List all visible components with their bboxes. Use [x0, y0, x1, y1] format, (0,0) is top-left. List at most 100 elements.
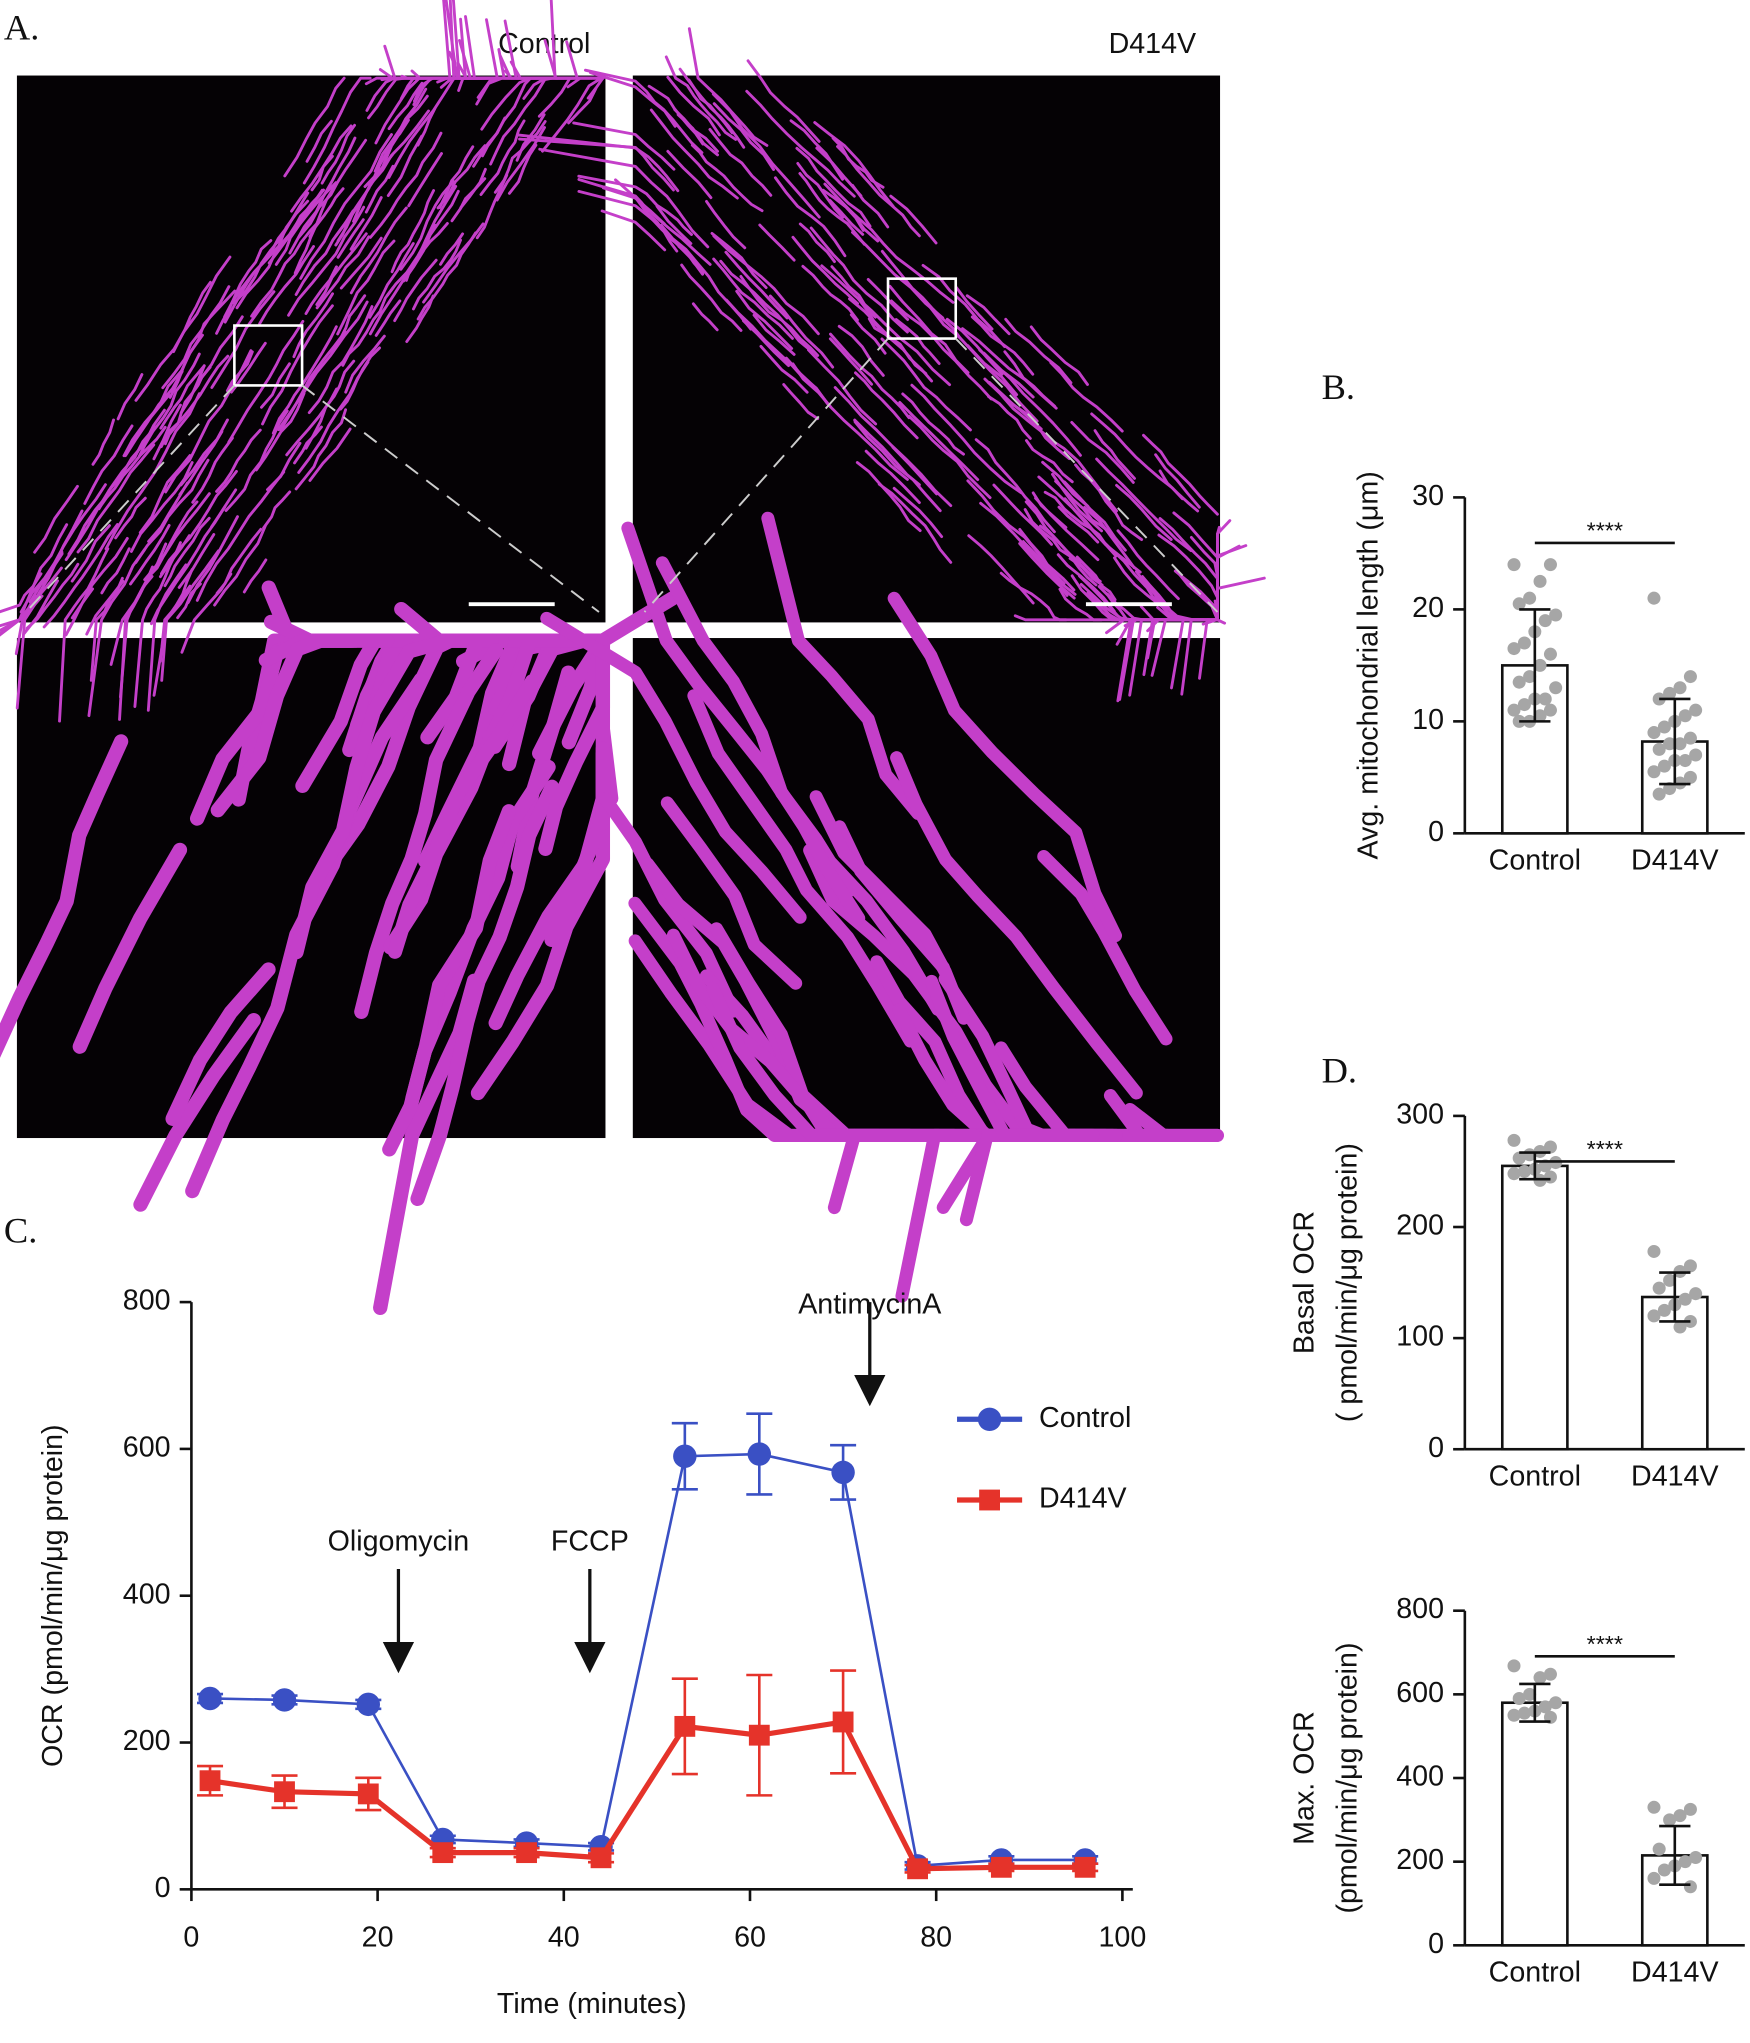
mitochondrion: [369, 131, 443, 239]
mitochondrion: [138, 454, 192, 534]
mitochondrion: [901, 392, 965, 456]
y-axis-title: ( pmol/min/μg protein): [1332, 1143, 1364, 1422]
mitochondrion: [368, 242, 415, 319]
mitochondrion: [1216, 544, 1241, 613]
marker: [907, 1858, 928, 1880]
mitochondrion: [458, 39, 502, 80]
mitochondrion: [297, 360, 370, 474]
mitochondrion: [1180, 618, 1219, 696]
marker: [674, 1715, 696, 1737]
mitochondrion: [349, 196, 383, 251]
mitochondrion: [288, 136, 357, 255]
mitochondrion: [1004, 317, 1073, 385]
mitochondrion: [828, 337, 874, 386]
data-point: [1549, 608, 1563, 622]
mitochondrion: [978, 348, 1082, 457]
mitochondrion: [1024, 439, 1074, 484]
mitochondrion: [880, 249, 962, 340]
mitochondrion: [152, 403, 182, 461]
mitochondrion: [386, 134, 424, 198]
mitochondrion: [97, 408, 166, 511]
arrowhead: [574, 1641, 606, 1674]
mitochondrion: [134, 458, 210, 564]
data-point: [1517, 636, 1531, 650]
y-tick-label: 0: [155, 1872, 171, 1904]
mitochondrion: [848, 297, 893, 341]
mitochondrion: [711, 92, 821, 219]
mitochondrion: [544, 741, 611, 948]
zoom-box: [886, 277, 958, 340]
legend-marker: [979, 1489, 1000, 1511]
mitochondrion: [97, 425, 167, 510]
data-point: [1663, 737, 1677, 751]
data-point: [1512, 1692, 1526, 1706]
mitochondrion: [1116, 529, 1180, 601]
mitochondrion: [336, 218, 365, 259]
data-point: [1652, 1842, 1666, 1856]
mitochondrion: [853, 418, 921, 487]
mitochondrion: [150, 505, 227, 626]
zoom-box: [233, 324, 304, 387]
mitochondrion: [479, 119, 526, 196]
data-point: [1683, 770, 1697, 784]
data-point: [1689, 748, 1703, 762]
mitochondrion: [464, 15, 500, 80]
mitochondrion: [0, 572, 43, 614]
mitochondrion: [687, 689, 917, 1048]
data-point: [1507, 1167, 1521, 1181]
mitochondrion: [712, 257, 794, 340]
y-tick-label: 30: [1412, 480, 1444, 512]
mitochondrion: [712, 102, 775, 171]
data-point: [1543, 647, 1557, 661]
panel-label: C.: [4, 1211, 37, 1251]
mitochondrion: [459, 167, 487, 210]
mitochondrion: [925, 974, 1100, 1142]
mitochondrion: [824, 856, 945, 1016]
data-point: [1647, 765, 1661, 779]
mitochondrion: [543, 39, 594, 80]
mitochondrion: [907, 414, 992, 500]
mitochondrion: [965, 294, 1011, 336]
data-point: [1678, 1855, 1692, 1869]
mitochondrion: [258, 245, 315, 326]
mitochondrion: [516, 133, 680, 193]
micrographs: [0, 0, 1266, 1315]
mitochondrion: [439, 232, 465, 266]
mitochondrion: [339, 236, 383, 290]
mitochondrion: [840, 201, 955, 304]
data-point: [1523, 1687, 1537, 1701]
series-line: [210, 1452, 1086, 1868]
mitochondrion: [1158, 517, 1218, 579]
mitochondrion: [813, 121, 895, 208]
mitochondrion: [489, 76, 554, 166]
mitochondrion: [336, 153, 394, 243]
mitochondrion: [254, 392, 306, 472]
mitochondrion: [954, 285, 994, 331]
panel-label: B.: [1322, 367, 1355, 407]
x-tick-label: D414V: [1631, 1460, 1719, 1492]
bar: [1640, 1854, 1709, 1947]
mitochondrion: [42, 523, 119, 629]
mitochondrion: [262, 490, 292, 530]
data-point: [1512, 1151, 1526, 1165]
arrowhead: [382, 1641, 415, 1674]
data-point: [1647, 1244, 1661, 1258]
data-point: [1507, 642, 1521, 656]
y-tick-label: 20: [1412, 592, 1444, 624]
zoom-guide: [643, 337, 889, 613]
mitochondrion: [210, 633, 395, 818]
mitochondrion: [746, 59, 821, 143]
data-point: [1683, 1802, 1697, 1816]
mitochondrion: [285, 387, 339, 457]
mitochondrion: [1003, 350, 1057, 408]
mitochondrion: [100, 547, 131, 595]
image-title: D414V: [1109, 28, 1197, 60]
mitochondrion: [176, 582, 202, 620]
mitochondrion: [1095, 457, 1193, 553]
data-point: [1673, 1320, 1687, 1334]
mitochondrion: [402, 189, 460, 283]
mitochondrion: [260, 362, 291, 409]
mitochondrion: [225, 350, 254, 393]
y-tick-label: 400: [1396, 1761, 1444, 1793]
mitochondrion: [798, 172, 866, 246]
